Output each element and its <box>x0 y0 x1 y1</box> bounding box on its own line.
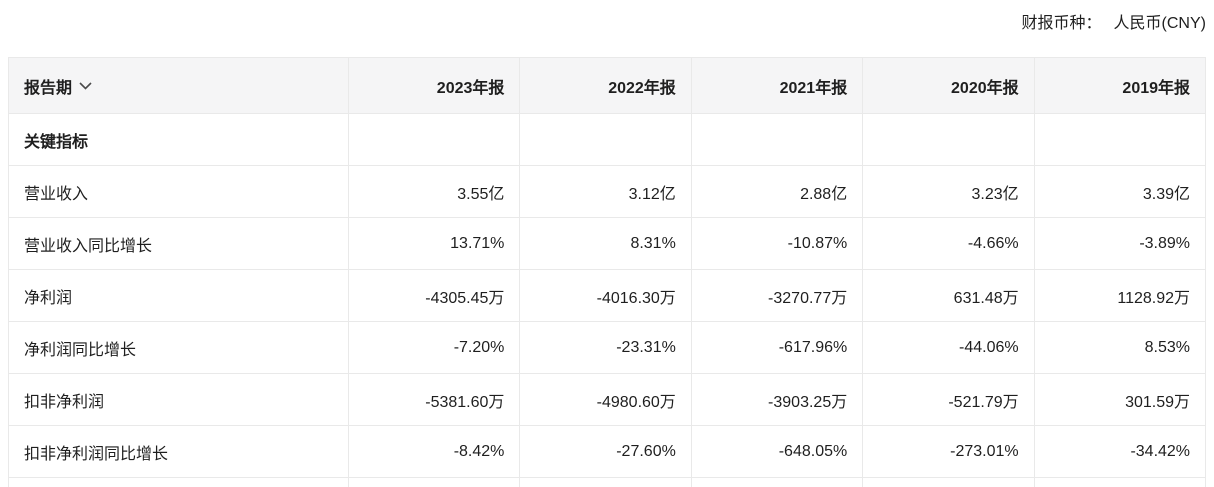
cell-value: 1128.92万 <box>1034 270 1207 322</box>
table-row: 净利润同比增长 -7.20% -23.31% -617.96% -44.06% … <box>9 322 1207 374</box>
empty-cell <box>520 478 692 487</box>
cell-value: -521.79万 <box>863 374 1035 426</box>
table-header-row: 报告期 2023年报 2022年报 2021年报 2020年报 2019年报 <box>9 58 1207 114</box>
empty-cell <box>1034 478 1207 487</box>
row-label: 营业收入同比增长 <box>9 218 349 270</box>
cell-value: 301.59万 <box>1034 374 1207 426</box>
cell-value: -4.66% <box>863 218 1035 270</box>
cell-value: 2.88亿 <box>691 166 864 218</box>
cell-value: -44.06% <box>863 322 1035 374</box>
cell-value: 3.23亿 <box>863 166 1035 218</box>
cell-value: 3.12亿 <box>520 166 692 218</box>
row-label: 扣非净利润同比增长 <box>9 426 349 478</box>
row-label: 净利润同比增长 <box>9 322 349 374</box>
empty-cell <box>863 478 1035 487</box>
column-header-year: 2020年报 <box>863 58 1035 114</box>
column-header-year: 2023年报 <box>349 58 521 114</box>
currency-bar: 财报币种： 人民币(CNY) <box>0 0 1214 32</box>
cell-value: 8.53% <box>1034 322 1207 374</box>
cell-value: -10.87% <box>691 218 864 270</box>
empty-cell <box>9 478 349 487</box>
currency-type-label: 财报币种： <box>1021 15 1102 32</box>
cell-value: 8.31% <box>520 218 692 270</box>
cell-value: -34.42% <box>1034 426 1207 478</box>
empty-cell <box>863 114 1035 166</box>
cell-value: -5381.60万 <box>349 374 521 426</box>
column-header-year: 2022年报 <box>520 58 692 114</box>
cell-value: 631.48万 <box>863 270 1035 322</box>
cell-value: -8.42% <box>349 426 521 478</box>
table-row: 扣非净利润 -5381.60万 -4980.60万 -3903.25万 -521… <box>9 374 1207 426</box>
cell-value: -3903.25万 <box>691 374 864 426</box>
row-label: 营业收入 <box>9 166 349 218</box>
empty-cell <box>349 114 521 166</box>
cell-value: -27.60% <box>520 426 692 478</box>
empty-cell <box>520 114 692 166</box>
table-row: 营业收入同比增长 13.71% 8.31% -10.87% -4.66% -3.… <box>9 218 1207 270</box>
financial-report-table: 报告期 2023年报 2022年报 2021年报 2020年报 2019年报 关… <box>8 57 1207 487</box>
section-label: 关键指标 <box>9 114 349 166</box>
currency-type-value: 人民币(CNY) <box>1113 15 1206 32</box>
cell-value: -648.05% <box>691 426 864 478</box>
cell-value: -4016.30万 <box>520 270 692 322</box>
empty-cell <box>691 114 864 166</box>
empty-cell <box>1034 114 1207 166</box>
table-row-partial <box>9 478 1207 487</box>
column-header-year: 2019年报 <box>1034 58 1207 114</box>
row-label: 扣非净利润 <box>9 374 349 426</box>
empty-cell <box>349 478 521 487</box>
period-label: 报告期 <box>24 79 73 97</box>
cell-value: -3270.77万 <box>691 270 864 322</box>
cell-value: -4980.60万 <box>520 374 692 426</box>
cell-value: -23.31% <box>520 322 692 374</box>
cell-value: -3.89% <box>1034 218 1207 270</box>
cell-value: -4305.45万 <box>349 270 521 322</box>
cell-value: 3.39亿 <box>1034 166 1207 218</box>
table-row: 净利润 -4305.45万 -4016.30万 -3270.77万 631.48… <box>9 270 1207 322</box>
cell-value: -7.20% <box>349 322 521 374</box>
cell-value: -273.01% <box>863 426 1035 478</box>
row-label: 净利润 <box>9 270 349 322</box>
column-header-year: 2021年报 <box>691 58 864 114</box>
column-header-period[interactable]: 报告期 <box>9 58 349 114</box>
chevron-down-icon <box>79 77 92 95</box>
cell-value: -617.96% <box>691 322 864 374</box>
cell-value: 3.55亿 <box>349 166 521 218</box>
section-row-key-indicators: 关键指标 <box>9 114 1207 166</box>
table-row: 扣非净利润同比增长 -8.42% -27.60% -648.05% -273.0… <box>9 426 1207 478</box>
table-row: 营业收入 3.55亿 3.12亿 2.88亿 3.23亿 3.39亿 <box>9 166 1207 218</box>
cell-value: 13.71% <box>349 218 521 270</box>
empty-cell <box>691 478 864 487</box>
